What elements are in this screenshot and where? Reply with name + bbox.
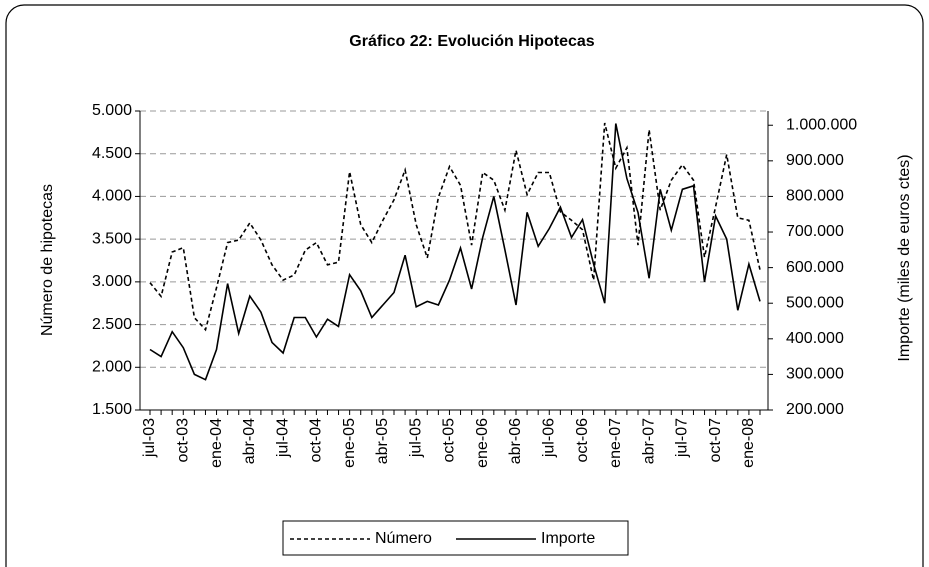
x-tick-label: jul-03: [141, 418, 158, 458]
series-line: [149, 123, 761, 381]
x-tick-label: oct-03: [174, 418, 191, 463]
x-tick-label: abr-06: [507, 418, 524, 464]
y2-tick-label: 500.000: [786, 294, 844, 311]
x-tick-label: oct-05: [441, 418, 458, 463]
y2-tick-label: 600.000: [786, 259, 844, 276]
y-tick-label: 4.500: [92, 145, 132, 162]
y-tick-label: 5.000: [92, 102, 132, 119]
chart-frame: [5, 4, 924, 567]
y2-axis-title: Importe (miles de euros ctes): [896, 154, 913, 361]
x-tick-label: abr-05: [374, 418, 391, 464]
y2-tick-label: 700.000: [786, 223, 844, 240]
legend: Número Importe: [282, 520, 629, 556]
y-tick-label: 1.500: [92, 401, 132, 418]
x-tick-label: ene-07: [607, 418, 624, 468]
y2-tick-label: 1.000.000: [786, 116, 857, 133]
x-tick-label: ene-05: [341, 418, 358, 468]
x-tick-label: jul-05: [407, 418, 424, 458]
y-tick-label: 4.000: [92, 188, 132, 205]
x-tick-label: abr-04: [241, 418, 258, 464]
legend-label: Número: [375, 530, 432, 547]
y-axis-title: Número de hipotecas: [39, 184, 56, 336]
x-tick-label: oct-07: [707, 418, 724, 463]
x-tick-label: jul-06: [540, 418, 557, 458]
y2-tick-label: 400.000: [786, 330, 844, 347]
legend-label: Importe: [541, 530, 595, 547]
y-tick-label: 3.000: [92, 273, 132, 290]
chart-title: Gráfico 22: Evolución Hipotecas: [349, 33, 595, 50]
x-tick-label: abr-07: [640, 418, 657, 464]
x-tick-label: oct-04: [308, 418, 325, 463]
y2-tick-label: 800.000: [786, 188, 844, 205]
x-tick-label: ene-08: [740, 418, 757, 468]
x-tick-label: oct-06: [574, 418, 591, 463]
y2-tick-label: 900.000: [786, 152, 844, 169]
x-tick-label: ene-06: [474, 418, 491, 468]
x-tick-label: jul-07: [674, 418, 691, 458]
legend-box: [282, 520, 629, 556]
y2-tick-label: 200.000: [786, 401, 844, 418]
y-tick-label: 2.500: [92, 316, 132, 333]
x-tick-label: jul-04: [274, 418, 291, 458]
x-tick-label: ene-04: [208, 418, 225, 468]
y-tick-label: 3.500: [92, 230, 132, 247]
y-tick-label: 2.000: [92, 359, 132, 376]
series-line: [149, 122, 761, 332]
y2-tick-label: 300.000: [786, 366, 844, 383]
